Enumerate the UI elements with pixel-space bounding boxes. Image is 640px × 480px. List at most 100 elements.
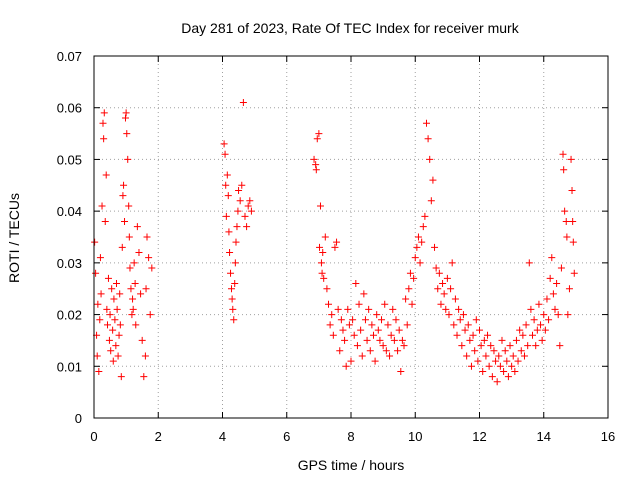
data-point — [442, 305, 450, 313]
data-point — [563, 233, 571, 241]
data-point — [564, 311, 572, 319]
x-axis-label: GPS time / hours — [298, 457, 405, 473]
data-point — [530, 316, 538, 324]
data-point — [553, 280, 561, 288]
data-point — [480, 336, 488, 344]
data-point — [422, 119, 430, 127]
data-point — [535, 300, 543, 308]
data-point — [492, 357, 500, 365]
data-point — [126, 264, 134, 272]
data-point — [565, 285, 573, 293]
data-point — [93, 352, 101, 360]
data-point — [98, 202, 106, 210]
data-point — [403, 321, 411, 329]
data-point — [406, 269, 414, 277]
data-point — [414, 233, 422, 241]
y-tick-label: 0.02 — [57, 308, 82, 323]
data-point — [514, 357, 522, 365]
data-point — [551, 305, 559, 313]
data-point — [476, 326, 483, 334]
x-tick-labels: 0 2 4 6 8 10 12 14 16 — [90, 429, 615, 444]
data-point — [509, 352, 517, 360]
data-point — [458, 342, 466, 350]
data-point — [97, 290, 105, 298]
data-point — [381, 300, 389, 308]
data-point — [224, 192, 232, 200]
data-point — [546, 274, 554, 282]
data-point — [516, 326, 524, 334]
data-point — [389, 305, 397, 313]
data-point — [143, 233, 151, 241]
data-point — [450, 321, 458, 329]
y-tick-label: 0.03 — [57, 256, 82, 271]
data-point — [522, 321, 530, 329]
data-point — [562, 217, 570, 225]
data-point — [247, 207, 255, 215]
x-tick-label: 4 — [219, 429, 226, 444]
data-point — [395, 326, 403, 334]
data-point — [116, 321, 124, 329]
data-point — [106, 311, 114, 319]
data-point — [132, 321, 140, 329]
data-point — [350, 331, 358, 339]
data-point — [119, 192, 127, 200]
data-point — [477, 342, 485, 350]
data-point — [135, 249, 143, 257]
data-point — [113, 305, 121, 313]
data-point — [567, 155, 575, 163]
data-point — [329, 331, 337, 339]
data-point — [238, 181, 246, 189]
data-point — [508, 362, 516, 370]
data-point — [231, 280, 239, 288]
data-point — [453, 331, 461, 339]
data-point — [363, 336, 371, 344]
data-point — [527, 305, 535, 313]
data-point — [398, 336, 406, 344]
data-point — [226, 249, 234, 257]
data-point — [545, 316, 553, 324]
data-point — [352, 280, 360, 288]
data-point — [504, 373, 512, 381]
data-point — [440, 290, 448, 298]
data-point — [445, 311, 453, 319]
data-point — [569, 217, 577, 225]
x-tick-label: 2 — [155, 429, 162, 444]
data-point — [118, 243, 126, 251]
data-point — [456, 316, 464, 324]
data-point — [371, 357, 379, 365]
data-point — [129, 295, 137, 303]
data-point — [96, 316, 104, 324]
y-tick-label: 0.01 — [57, 359, 82, 374]
data-point — [496, 362, 504, 370]
data-point — [447, 285, 455, 293]
data-point — [323, 285, 331, 293]
data-point — [506, 342, 514, 350]
x-tick-label: 14 — [537, 429, 551, 444]
data-point — [487, 342, 495, 350]
data-point — [319, 249, 327, 257]
data-point — [459, 311, 467, 319]
data-point — [227, 269, 235, 277]
data-point — [125, 233, 133, 241]
data-point — [316, 202, 324, 210]
data-point — [347, 357, 355, 365]
data-point — [100, 135, 108, 143]
data-point — [122, 109, 130, 117]
data-point — [400, 342, 408, 350]
data-point — [361, 316, 369, 324]
data-point — [495, 352, 503, 360]
data-point — [402, 295, 410, 303]
data-point — [549, 290, 557, 298]
data-point — [344, 305, 352, 313]
data-point — [411, 254, 419, 262]
data-point — [116, 290, 124, 298]
data-point — [557, 264, 565, 272]
data-point — [424, 135, 432, 143]
data-point — [337, 316, 345, 324]
data-point — [222, 212, 230, 220]
data-point — [145, 254, 153, 262]
data-point — [357, 326, 365, 334]
data-point — [124, 155, 132, 163]
data-point — [109, 357, 117, 365]
data-point — [360, 290, 368, 298]
